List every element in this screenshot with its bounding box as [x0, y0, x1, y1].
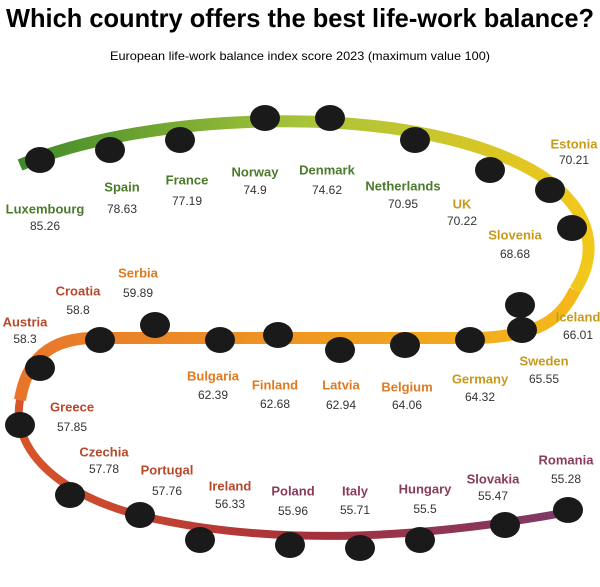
country-score: 58.3	[13, 332, 37, 346]
country-name: Portugal	[141, 462, 194, 477]
country-score: 70.21	[559, 153, 589, 167]
country-shape	[507, 317, 537, 343]
country-name: UK	[453, 196, 472, 211]
country-shape	[557, 215, 587, 241]
country-name: Germany	[452, 371, 509, 386]
country-name: Greece	[50, 399, 94, 414]
country-score: 70.22	[447, 214, 477, 228]
country-shape	[25, 147, 55, 173]
country-name: Netherlands	[365, 178, 440, 193]
country-shape	[505, 292, 535, 318]
track	[14, 399, 581, 541]
country-name: Luxembourg	[6, 201, 85, 216]
country-name: Poland	[271, 483, 314, 498]
country-score: 74.9	[243, 183, 267, 197]
country-shape	[250, 105, 280, 131]
country-score: 57.78	[89, 462, 119, 476]
country-shape	[490, 512, 520, 538]
country-score: 78.63	[107, 202, 137, 216]
country-score: 66.01	[563, 328, 593, 342]
country-score: 65.55	[529, 372, 559, 386]
country-shape	[5, 412, 35, 438]
country-score: 74.62	[312, 183, 342, 197]
country-shape	[165, 127, 195, 153]
country-score: 77.19	[172, 194, 202, 208]
country-shape	[185, 527, 215, 553]
country-shape	[400, 127, 430, 153]
country-shape	[85, 327, 115, 353]
country-name: Sweden	[519, 353, 568, 368]
country-score: 58.8	[66, 303, 90, 317]
country-name: Denmark	[299, 162, 355, 177]
track	[17, 115, 595, 294]
country-score: 55.28	[551, 472, 581, 486]
country-shape	[125, 502, 155, 528]
country-score: 64.06	[392, 398, 422, 412]
country-score: 59.89	[123, 286, 153, 300]
country-name: France	[166, 172, 209, 187]
country-shape	[263, 322, 293, 348]
country-shape	[325, 337, 355, 363]
country-shape	[390, 332, 420, 358]
country-shape	[275, 532, 305, 558]
country-score: 55.5	[413, 502, 437, 516]
country-shape	[535, 177, 565, 203]
country-name: Belgium	[381, 379, 432, 394]
country-score: 62.94	[326, 398, 356, 412]
title: Which country offers the best life-work …	[6, 3, 594, 33]
country-score: 64.32	[465, 390, 495, 404]
country-name: Spain	[104, 179, 139, 194]
country-score: 55.96	[278, 504, 308, 518]
country-score: 62.39	[198, 388, 228, 402]
country-score: 55.71	[340, 503, 370, 517]
country-shape	[315, 105, 345, 131]
subtitle: European life-work balance index score 2…	[110, 49, 490, 63]
country-shape	[345, 535, 375, 561]
countries: Luxembourg 85.26 Spain 78.63 France 77.19 Norw…	[3, 105, 600, 561]
country-name: Italy	[342, 483, 369, 498]
country-score: 57.76	[152, 484, 182, 498]
country-shape	[140, 312, 170, 338]
country-shape	[95, 137, 125, 163]
country-shape	[25, 355, 55, 381]
country-score: 68.68	[500, 247, 530, 261]
country-shape	[553, 497, 583, 523]
country-name: Finland	[252, 377, 298, 392]
country-score: 62.68	[260, 397, 290, 411]
country-score: 85.26	[30, 219, 60, 233]
country-shape	[475, 157, 505, 183]
country-shape	[455, 327, 485, 353]
country-name: Norway	[232, 164, 280, 179]
country-name: Hungary	[399, 481, 453, 496]
country-score: 57.85	[57, 420, 87, 434]
country-score: 55.47	[478, 489, 508, 503]
country-name: Romania	[539, 452, 595, 467]
country-name: Croatia	[56, 283, 102, 298]
country-shape	[205, 327, 235, 353]
country-name: Latvia	[322, 377, 360, 392]
country-name: Iceland	[556, 309, 600, 324]
country-shape	[55, 482, 85, 508]
country-name: Serbia	[118, 265, 159, 280]
country-name: Slovakia	[467, 471, 521, 486]
country-name: Estonia	[551, 136, 599, 151]
country-name: Slovenia	[488, 227, 542, 242]
country-score: 56.33	[215, 497, 245, 511]
country-shape	[405, 527, 435, 553]
country-name: Austria	[3, 314, 49, 329]
country-name: Ireland	[209, 478, 252, 493]
country-name: Bulgaria	[187, 368, 240, 383]
country-score: 70.95	[388, 197, 418, 211]
country-name: Czechia	[79, 444, 129, 459]
